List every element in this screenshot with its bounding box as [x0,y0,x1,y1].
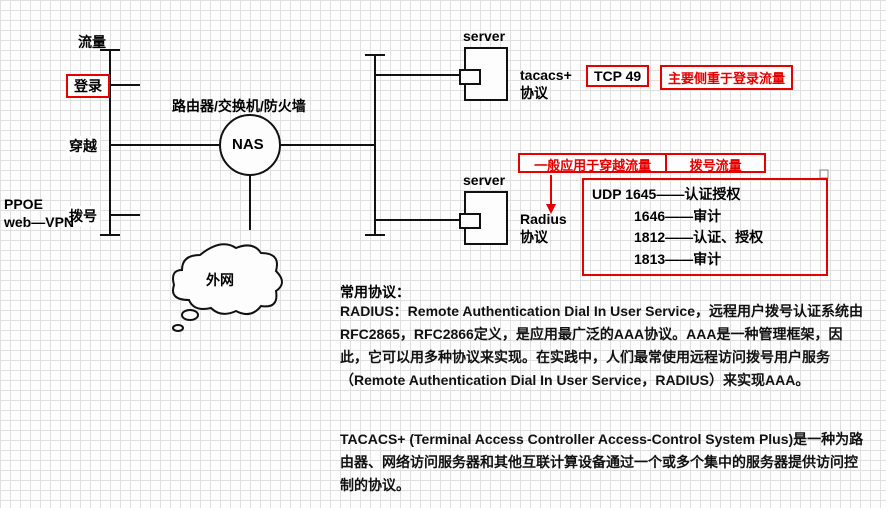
callout-tacacs: 主要侧重于登录流量 [660,65,793,90]
label-server2: server [463,172,505,188]
label-radius-proto: Radius 协议 [520,210,567,246]
udp-line4: 1813——审计 [592,249,818,271]
paragraph-radius: RADIUS：Remote Authentication Dial In Use… [340,300,870,392]
label-common-proto: 常用协议： [340,282,410,302]
paragraph-tacacs: TACACS+ (Terminal Access Controller Acce… [340,428,870,497]
label-traffic: 流量 [78,32,106,52]
callout-radius-a: 一般应用于穿越流量 [520,155,667,171]
label-wan: 外网 [206,270,234,290]
label-login: 登录 [66,74,110,98]
label-tcp49: TCP 49 [586,65,649,87]
label-ppoe: PPOE [4,196,43,212]
udp-line3: 1812——认证、授权 [592,227,818,249]
udp-ports-box: UDP 1645——认证授权 1646——审计 1812——认证、授权 1813… [582,178,828,276]
label-nas: NAS [232,136,264,153]
udp-line2: 1646——审计 [592,206,818,228]
label-web-vpn: web—VPN [4,214,74,230]
label-traverse: 穿越 [66,136,100,156]
callout-radius-b: 拨号流量 [667,155,764,171]
label-server1: server [463,28,505,44]
label-tacacs-proto: tacacs+ 协议 [520,66,572,102]
label-router-switch-fw: 路由器/交换机/防火墙 [172,96,306,116]
callout-radius-box: 一般应用于穿越流量 拨号流量 [518,153,766,173]
udp-line1: UDP 1645——认证授权 [592,184,818,206]
